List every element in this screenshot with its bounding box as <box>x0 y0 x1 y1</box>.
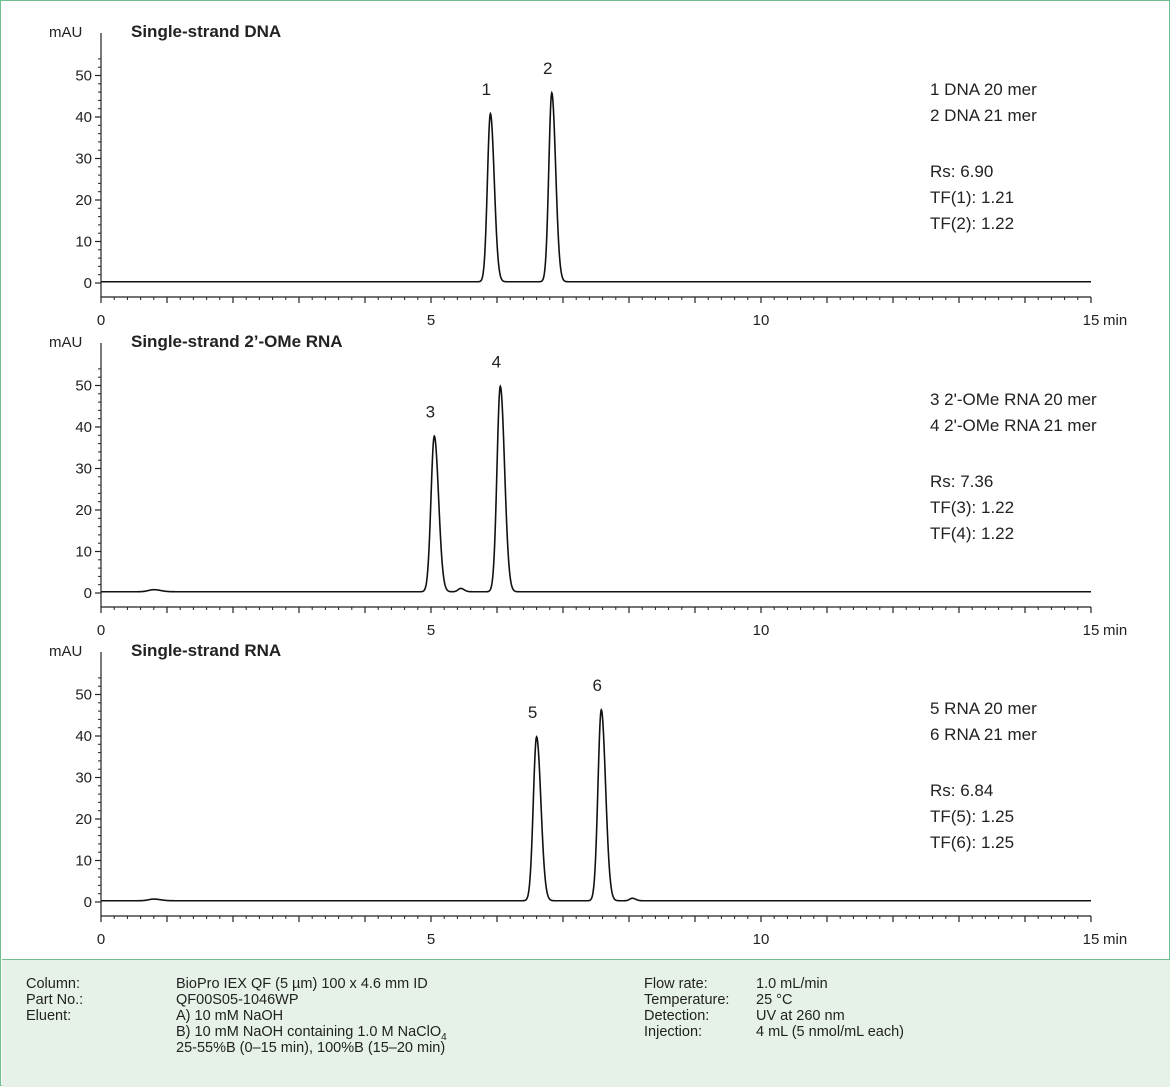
detection-label: Detection: <box>644 1008 710 1024</box>
y-tick-label: 20 <box>75 192 92 209</box>
y-tick-label: 30 <box>75 461 92 478</box>
y-tick-label: 50 <box>75 378 92 395</box>
y-tick-label: 0 <box>84 275 92 292</box>
chromatogram-panel-3: 0 10 20 30 40 50 mAU 0 5 10 15 min Single-strand RNA… <box>49 641 1127 948</box>
x-tick-label: 15 <box>1083 931 1100 948</box>
chromatogram-trace <box>101 707 1091 902</box>
x-tick-label: 0 <box>97 312 105 329</box>
column-value: BioPro IEX QF (5 µm) 100 x 4.6 mm ID <box>176 976 428 992</box>
panel-title: Single-strand 2’-OMe RNA <box>131 332 343 351</box>
peak-legend-item: 6 RNA 21 mer <box>930 725 1037 744</box>
x-tick-label: 10 <box>753 312 770 329</box>
eluent-b-row: B) 10 mM NaOH containing 1.0 M NaClO4 <box>176 1024 447 1043</box>
y-tick-label: 10 <box>75 544 92 561</box>
x-tick-label: 10 <box>753 622 770 639</box>
y-axis-label: mAU <box>49 643 82 660</box>
resolution-stat: Rs: 6.84 <box>930 781 993 800</box>
y-tick-label: 30 <box>75 770 92 787</box>
x-axis-unit-label: min <box>1103 931 1127 948</box>
chromatogram-panel-2: 0 10 20 30 40 50 mAU 0 5 10 15 min Single-strand 2’-… <box>49 332 1127 639</box>
part-no-value: QF00S05-1046WP <box>176 992 299 1008</box>
panel-title: Single-strand DNA <box>131 22 281 41</box>
eluent-label: Eluent: <box>26 1008 72 1024</box>
peak-legend-item: 5 RNA 20 mer <box>930 699 1037 718</box>
peak-label: 6 <box>593 676 602 695</box>
y-tick-label: 40 <box>75 419 92 436</box>
detection-value: UV at 260 nm <box>756 1008 845 1024</box>
x-axis-unit-label: min <box>1103 622 1127 639</box>
x-tick-label: 5 <box>427 931 435 948</box>
y-tick-label: 50 <box>75 68 92 85</box>
resolution-stat: TF(4): 1.22 <box>930 524 1014 543</box>
conditions-right-labels: Flow rate: Temperature: Detection: Injec… <box>644 976 729 1040</box>
eluent-b-value: B) 10 mM NaOH containing 1.0 M NaClO <box>176 1024 442 1040</box>
flow-rate-value: 1.0 mL/min <box>756 976 828 992</box>
resolution-stat: TF(3): 1.22 <box>930 498 1014 517</box>
y-tick-label: 0 <box>84 585 92 602</box>
x-tick-label: 15 <box>1083 312 1100 329</box>
peak-legend-item: 3 2'-OMe RNA 20 mer <box>930 390 1097 409</box>
peak-label: 2 <box>543 59 552 78</box>
gradient-value: 25-55%B (0–15 min), 100%B (15–20 min) <box>176 1040 446 1056</box>
peak-label: 5 <box>528 703 537 722</box>
chromatogram-panel-1: 0 10 20 30 40 50 mAU 0 5 10 15 min Single-strand DNA… <box>49 22 1127 329</box>
y-tick-label: 40 <box>75 728 92 745</box>
y-tick-label: 20 <box>75 811 92 828</box>
x-tick-label: 0 <box>97 931 105 948</box>
chromatogram-trace <box>101 384 1091 593</box>
injection-value: 4 mL (5 nmol/mL each) <box>756 1024 905 1040</box>
peak-legend-item: 4 2'-OMe RNA 21 mer <box>930 416 1097 435</box>
resolution-stat: Rs: 6.90 <box>930 162 993 181</box>
conditions-right-values: 1.0 mL/min 25 °C UV at 260 nm 4 mL (5 nm… <box>756 976 904 1040</box>
resolution-stat: TF(2): 1.22 <box>930 214 1014 233</box>
x-tick-label: 10 <box>753 931 770 948</box>
part-no-label: Part No.: <box>26 992 84 1008</box>
conditions-left-labels: Column: Part No.: Eluent: <box>26 976 83 1024</box>
injection-label: Injection: <box>644 1024 703 1040</box>
resolution-stat: TF(5): 1.25 <box>930 807 1014 826</box>
peak-label: 4 <box>492 353 501 372</box>
x-tick-label: 0 <box>97 622 105 639</box>
y-tick-label: 40 <box>75 109 92 126</box>
flow-rate-label: Flow rate: <box>644 976 708 992</box>
y-tick-label: 10 <box>75 853 92 870</box>
peak-legend-item: 2 DNA 21 mer <box>930 106 1037 125</box>
y-tick-label: 10 <box>75 234 92 251</box>
y-tick-label: 50 <box>75 687 92 704</box>
chromatogram-trace <box>101 90 1091 283</box>
peak-legend-item: 1 DNA 20 mer <box>930 80 1037 99</box>
y-tick-label: 20 <box>75 502 92 519</box>
resolution-stat: TF(6): 1.25 <box>930 833 1014 852</box>
panel-title: Single-strand RNA <box>131 641 281 660</box>
chromatogram-panels: 0 10 20 30 40 50 mAU 0 5 10 15 min Single-strand DNA… <box>1 1 1169 959</box>
eluent-a-value: A) 10 mM NaOH <box>176 1008 284 1024</box>
x-axis-unit-label: min <box>1103 312 1127 329</box>
y-axis-label: mAU <box>49 334 82 351</box>
x-tick-label: 5 <box>427 622 435 639</box>
peak-label: 1 <box>482 80 491 99</box>
y-axis-label: mAU <box>49 24 82 41</box>
conditions-panel: Column: Part No.: Eluent: BioPro IEX QF … <box>2 959 1170 1087</box>
temperature-value: 25 °C <box>756 992 793 1008</box>
x-tick-label: 5 <box>427 312 435 329</box>
eluent-b-subscript: 4 <box>441 1031 447 1043</box>
y-tick-label: 0 <box>84 894 92 911</box>
resolution-stat: TF(1): 1.21 <box>930 188 1014 207</box>
column-label: Column: <box>26 976 80 992</box>
y-tick-label: 30 <box>75 151 92 168</box>
peak-label: 3 <box>426 402 435 421</box>
resolution-stat: Rs: 7.36 <box>930 472 993 491</box>
x-tick-label: 15 <box>1083 622 1100 639</box>
temperature-label: Temperature: <box>644 992 730 1008</box>
conditions-left-values: BioPro IEX QF (5 µm) 100 x 4.6 mm ID QF0… <box>176 976 447 1056</box>
